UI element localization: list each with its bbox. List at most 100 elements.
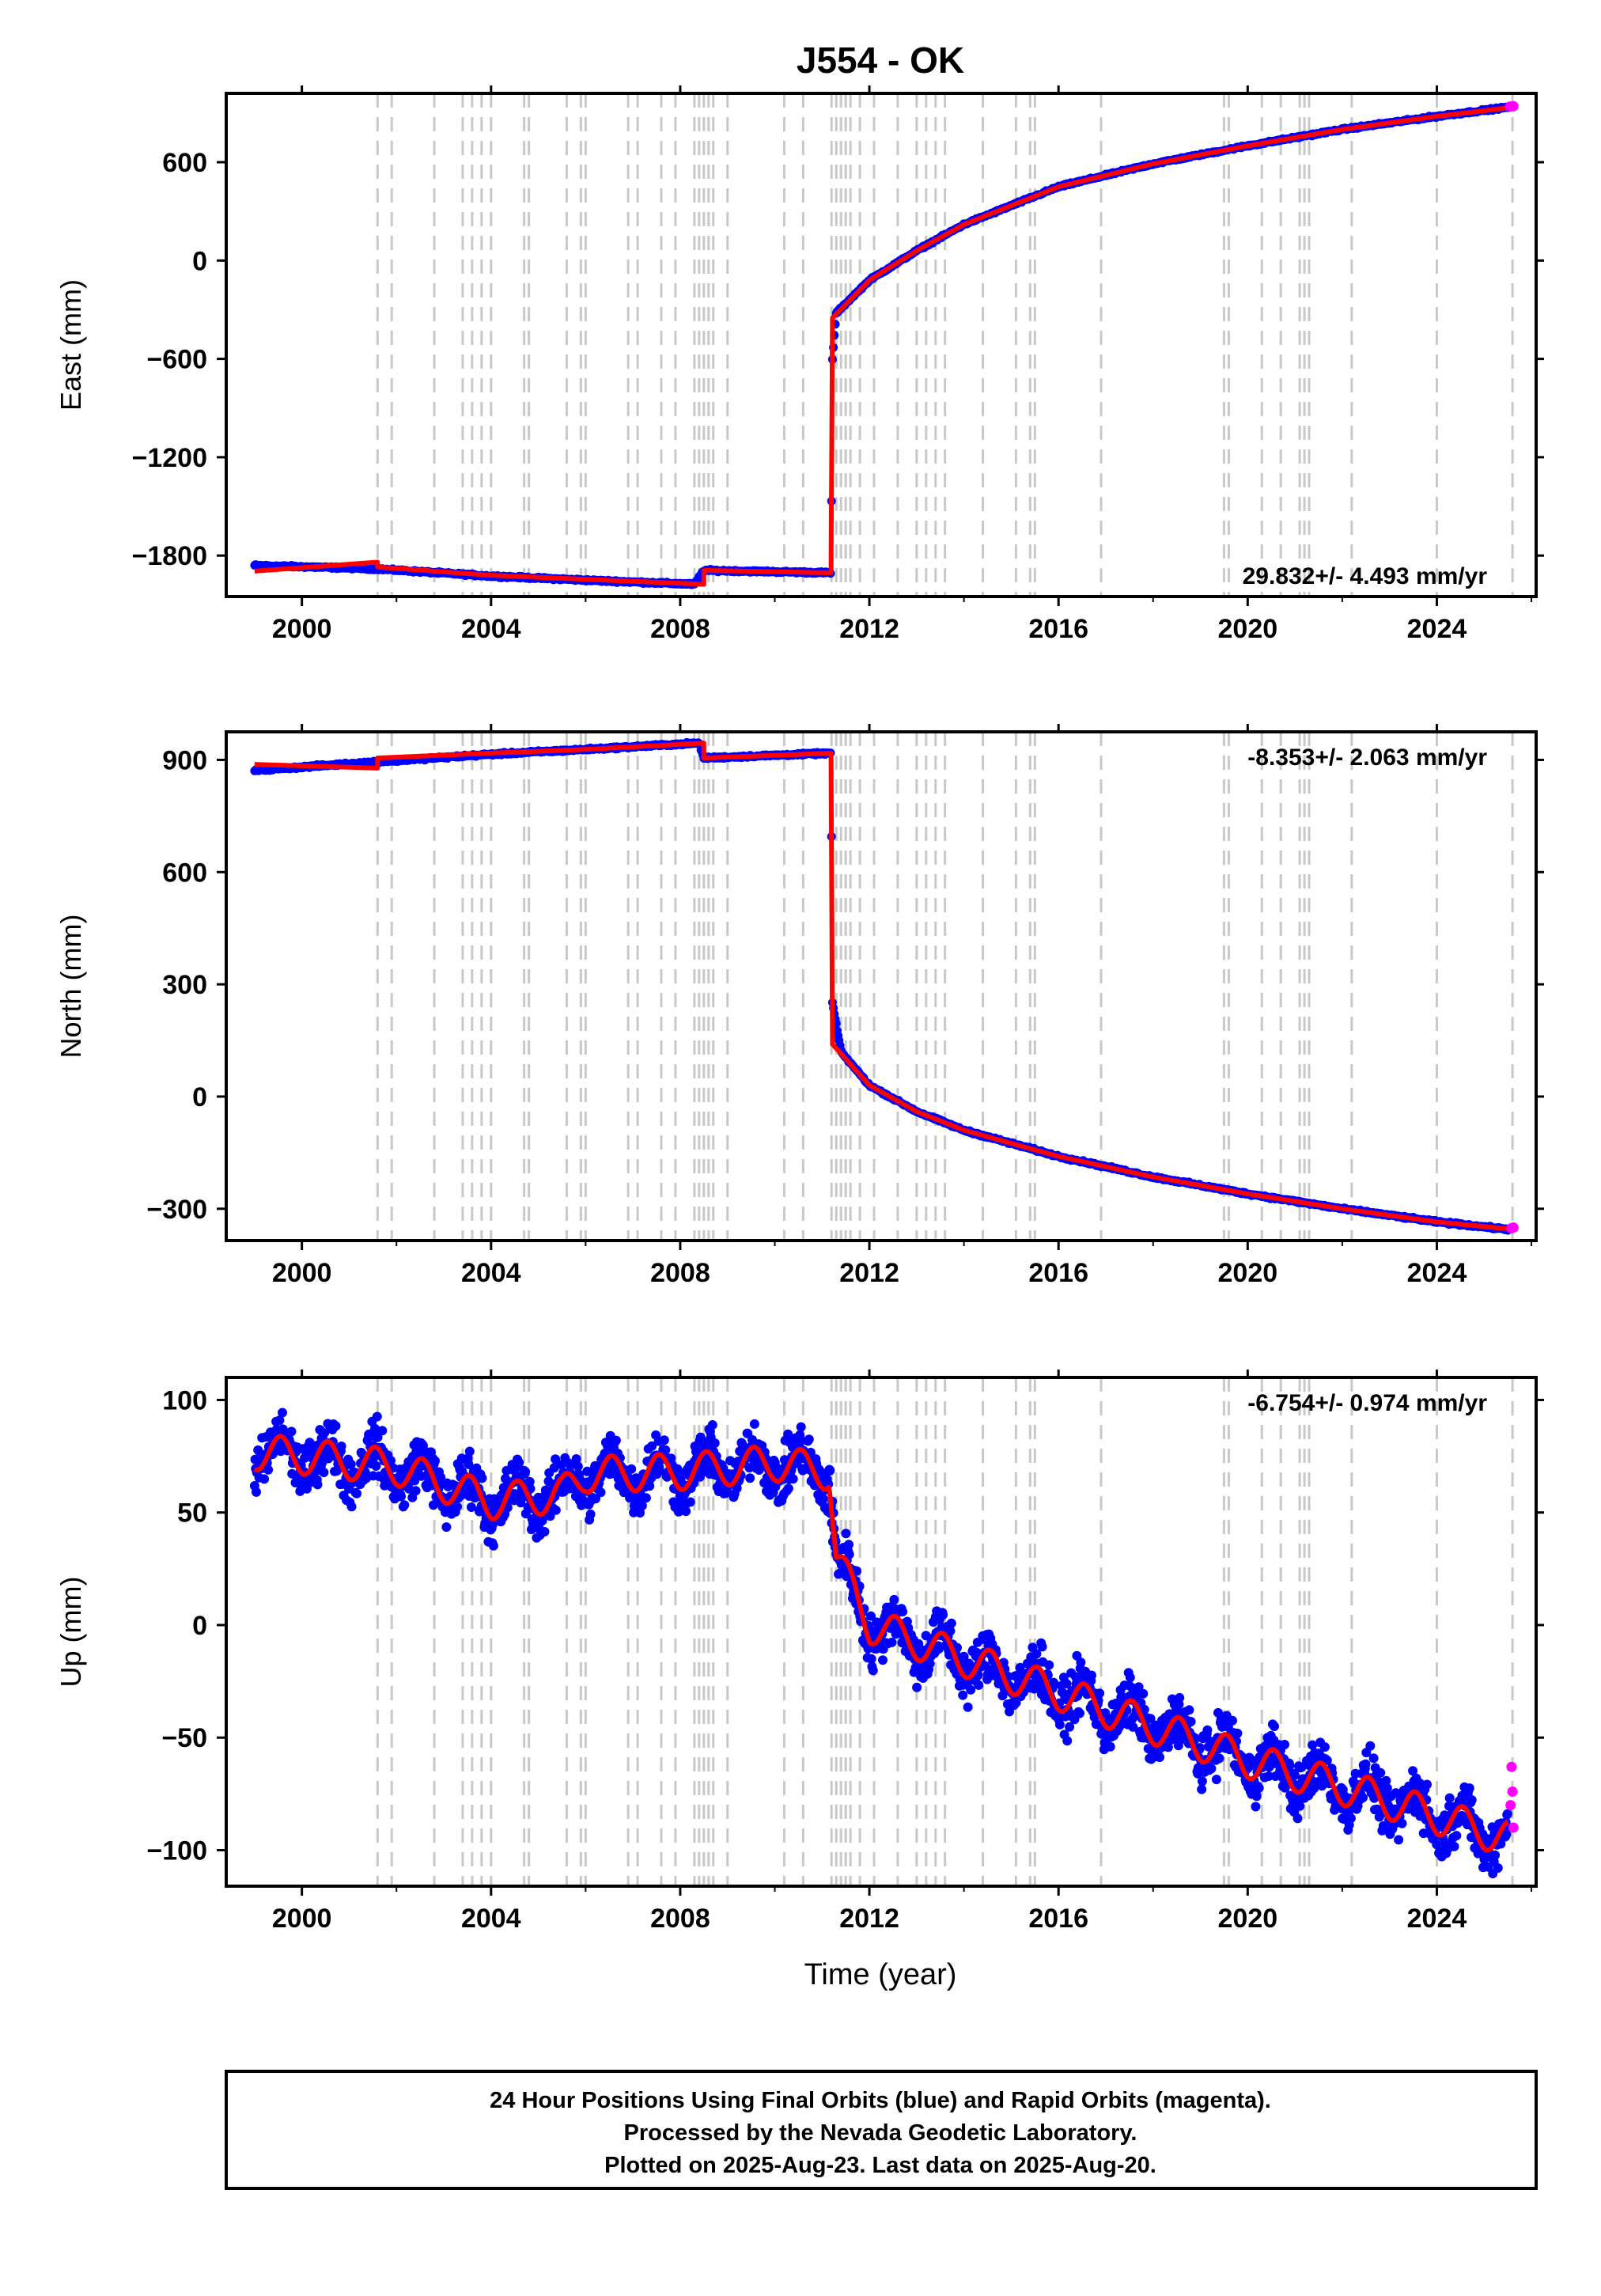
final-orbit-point: [573, 1461, 583, 1472]
final-orbit-point: [410, 1476, 420, 1486]
final-orbit-point: [418, 1441, 428, 1451]
final-orbit-point: [1206, 1764, 1217, 1774]
plot-area: [250, 93, 1519, 597]
final-orbit-point: [1163, 1742, 1173, 1752]
final-orbit-point: [1422, 1779, 1432, 1790]
final-orbit-point: [737, 1438, 748, 1449]
x-tick-label: 2008: [650, 614, 710, 644]
final-orbit-point: [635, 1508, 645, 1518]
final-orbit-point: [331, 1421, 341, 1431]
final-orbit-point: [674, 1506, 684, 1517]
final-orbit-point: [371, 1461, 381, 1471]
final-orbit-point: [259, 1474, 270, 1484]
final-orbit-point: [745, 1473, 755, 1483]
final-orbit-point: [1062, 1736, 1073, 1746]
final-orbit-point: [1295, 1801, 1305, 1811]
x-tick-label: 2024: [1407, 614, 1467, 644]
final-orbit-point: [274, 1415, 285, 1426]
final-orbit-point: [1280, 1783, 1290, 1793]
final-orbit-point: [1197, 1776, 1207, 1786]
final-orbit-point: [1105, 1741, 1115, 1752]
final-orbit-point: [938, 1610, 948, 1620]
final-orbit-point: [1317, 1781, 1327, 1791]
final-orbit-point: [336, 1442, 346, 1451]
x-tick-label: 2000: [272, 1258, 332, 1288]
x-tick-label: 2004: [461, 1258, 521, 1288]
final-orbit-point: [887, 1637, 897, 1647]
final-orbit-point: [749, 1419, 759, 1429]
final-orbit-point: [1270, 1722, 1279, 1731]
final-orbit-point: [372, 1411, 382, 1422]
final-orbit-point: [1228, 1715, 1237, 1726]
final-orbit-point: [925, 1658, 935, 1669]
final-orbit-point: [844, 1549, 854, 1559]
final-orbit-point: [571, 1454, 581, 1464]
final-orbit-point: [537, 1516, 547, 1526]
final-orbit-point: [681, 1506, 691, 1517]
final-orbit-point: [1296, 1762, 1307, 1772]
final-orbit-point: [641, 1493, 651, 1503]
final-orbit-point: [1155, 1752, 1165, 1762]
final-orbit-point: [804, 1434, 814, 1445]
chart-title: J554 - OK: [797, 40, 964, 81]
final-orbit-point: [783, 1483, 793, 1494]
y-axis-title: East (mm): [55, 279, 87, 411]
final-orbit-point: [958, 1690, 968, 1700]
final-orbit-point: [477, 1473, 487, 1483]
final-orbit-point: [1202, 1725, 1213, 1735]
y-tick-label: 600: [162, 148, 207, 178]
final-orbit-point: [637, 1501, 647, 1511]
final-orbit-point: [488, 1540, 498, 1551]
final-orbit-point: [1134, 1682, 1144, 1692]
final-orbit-point: [543, 1476, 554, 1487]
x-tick-label: 2004: [461, 614, 521, 644]
final-orbit-point: [1365, 1741, 1376, 1751]
final-orbit-point: [1319, 1742, 1330, 1752]
final-orbit-point: [710, 1438, 720, 1448]
final-orbit-point: [1138, 1688, 1149, 1699]
final-orbit-point: [1139, 1704, 1149, 1714]
plot-area: [249, 1377, 1519, 1886]
final-orbit-point: [1408, 1766, 1418, 1776]
final-orbit-point: [1044, 1660, 1054, 1670]
east-panel: 2000 2004 2008 2012 2016 2020 2024−1800−1200−6…: [55, 85, 1544, 644]
final-orbit-point: [912, 1682, 922, 1692]
final-orbit-point: [1076, 1658, 1086, 1668]
panel-frame: [225, 92, 1538, 598]
final-orbit-point: [841, 1529, 851, 1539]
y-tick-label: 0: [192, 1082, 207, 1112]
final-orbit-point: [436, 1472, 446, 1483]
final-orbit-point: [585, 1509, 596, 1519]
final-orbit-point: [963, 1702, 973, 1712]
x-tick-label: 2012: [839, 1258, 899, 1288]
final-orbit-point: [1197, 1784, 1207, 1794]
final-orbit-point: [514, 1458, 524, 1468]
final-orbit-point: [551, 1505, 561, 1515]
final-orbit-point: [312, 1480, 323, 1490]
final-orbit-point: [596, 1487, 606, 1498]
final-orbit-point: [1382, 1783, 1392, 1794]
final-orbit-point: [549, 1463, 559, 1473]
final-orbit-point: [1381, 1775, 1391, 1786]
final-orbit-point: [386, 1456, 396, 1466]
final-orbit-point: [411, 1486, 421, 1496]
x-tick-label: 2016: [1028, 614, 1088, 644]
final-orbit-point: [346, 1459, 356, 1469]
final-orbit-point: [1184, 1705, 1194, 1715]
final-orbit-point: [946, 1618, 956, 1628]
final-orbit-point: [1211, 1775, 1221, 1785]
final-orbit-point: [1095, 1688, 1105, 1699]
final-orbit-point: [1031, 1649, 1042, 1659]
final-orbit-point: [1251, 1791, 1262, 1802]
final-orbit-point: [797, 1465, 808, 1476]
final-orbit-point: [966, 1684, 976, 1695]
rapid-orbit-point: [1508, 100, 1519, 112]
final-orbit-point: [1251, 1802, 1261, 1812]
final-orbit-point: [452, 1502, 462, 1512]
final-orbit-point: [647, 1441, 657, 1451]
final-orbit-point: [783, 1429, 793, 1439]
final-orbit-point: [788, 1474, 798, 1484]
final-orbit-point: [852, 1566, 861, 1576]
final-orbit-point: [252, 1487, 261, 1497]
